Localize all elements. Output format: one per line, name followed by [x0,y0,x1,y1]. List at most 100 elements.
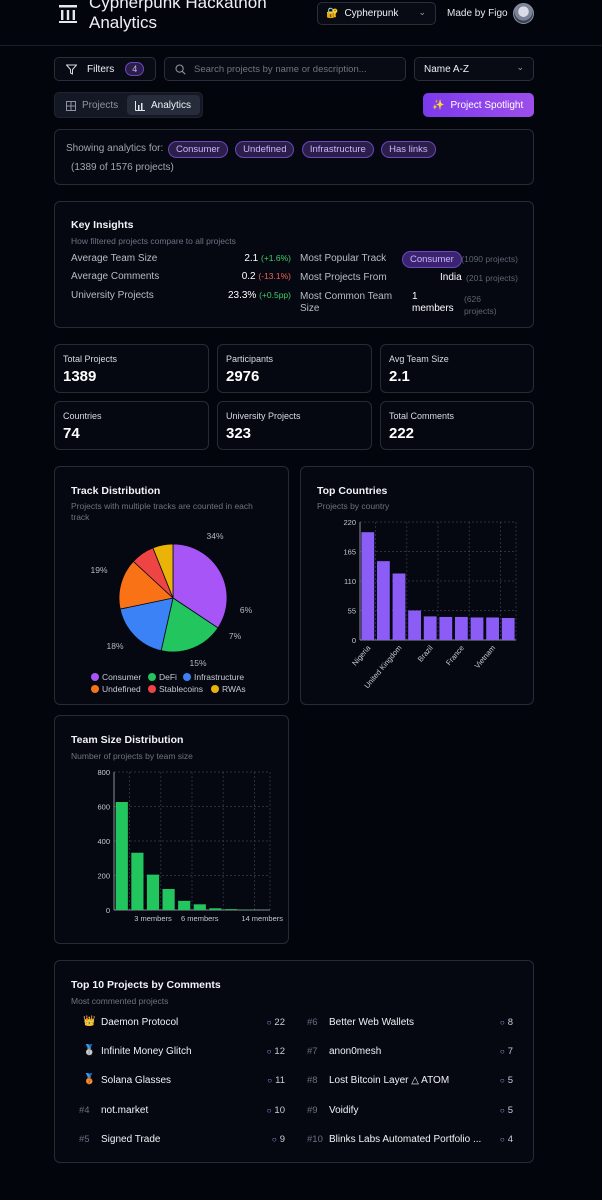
track-distribution-panel: Track Distribution Projects with multipl… [54,466,289,705]
project-name: Voidify [329,1105,359,1116]
bar [455,616,468,640]
legend-swatch [211,685,219,693]
insight-team-size: Average Team Size 2.1 (+1.6%) [71,253,291,264]
project-row[interactable]: #10 Blinks Labs Automated Portfolio ... ○ 4 [305,1134,513,1148]
comment-count: ○ 8 [499,1017,513,1028]
insight-team-size-common: Most Common Team Size 1 members (626 pro… [300,291,497,316]
search-input[interactable]: Search projects by name or description..… [164,57,406,81]
pie-slice [119,597,174,652]
bar [486,617,499,640]
insights-title: Key Insights [71,219,134,231]
project-name: Blinks Labs Automated Portfolio ... [329,1134,482,1145]
top-projects-panel: Top 10 Projects by Comments Most comment… [54,960,534,1163]
filter-chip[interactable]: Has links [381,141,436,158]
project-row[interactable]: #4 not.market ○ 10 [77,1105,285,1119]
project-spotlight-button[interactable]: ✨ Project Spotlight [423,93,534,117]
page-title: Cypherpunk Hackathon Analytics [89,0,267,32]
comment-count: ○ 9 [271,1134,285,1145]
project-row[interactable]: #9 Voidify ○ 5 [305,1105,513,1119]
bar [377,561,390,640]
bar [408,610,421,640]
y-tick-label: 55 [348,607,356,616]
legend-label: Infrastructure [194,672,244,682]
search-placeholder: Search projects by name or description..… [194,63,367,75]
bar [423,616,437,640]
project-name: Infinite Money Glitch [101,1046,192,1057]
tab-projects[interactable]: Projects [58,95,125,115]
filter-chip[interactable]: Undefined [235,141,295,158]
legend-label: RWAs [222,684,246,694]
y-tick-label: 600 [97,803,110,812]
project-rank: #7 [307,1046,318,1057]
event-select[interactable]: 🔐 Cypherpunk ⌄ [317,2,436,25]
project-name: Lost Bitcoin Layer △ ATOM [329,1075,450,1086]
team-size-panel: Team Size Distribution Number of project… [54,715,289,944]
filters-button[interactable]: Filters 4 [54,57,156,81]
project-row[interactable]: 👑 Daemon Protocol ○ 22 [77,1016,285,1031]
tab-analytics[interactable]: Analytics [127,95,200,115]
pie-slice [152,543,174,599]
track-chart-subtitle: Projects with multiple tracks are counte… [71,501,253,522]
sort-select[interactable]: Name A-Z ⌄ [414,57,534,81]
comment-icon: ○ [271,1135,277,1144]
project-rank: #5 [79,1134,90,1145]
stat-card-participants: Participants 2976 [217,344,372,393]
project-rank: #6 [307,1017,318,1028]
project-row[interactable]: #7 anon0mesh ○ 7 [305,1046,513,1060]
comment-count: ○ 12 [266,1046,285,1057]
gold-medal-icon: 👑 [83,1016,96,1027]
legend-swatch [183,673,191,681]
avatar[interactable] [513,3,534,24]
y-tick-label: 400 [97,837,110,846]
project-name: not.market [101,1105,149,1116]
project-rank: #9 [307,1105,318,1116]
filter-chip[interactable]: Infrastructure [301,141,374,158]
made-by-label: Made by Figo [447,8,508,19]
header-divider [0,45,602,46]
pie-slice-label: 19% [90,565,107,575]
key-insights-panel: Key Insights How filtered projects compa… [54,201,534,328]
project-row[interactable]: 🥉 Solana Glasses ○ 11 [77,1074,285,1089]
x-tick-label: Brazil [416,643,435,663]
project-row[interactable]: #5 Signed Trade ○ 9 [77,1134,285,1148]
y-tick-label: 800 [97,768,110,777]
stat-card-total-comments: Total Comments 222 [380,401,534,450]
comment-count: ○ 22 [266,1017,285,1028]
comment-icon: ○ [499,1076,505,1085]
comment-icon: ○ [266,1047,272,1056]
team-chart-subtitle: Number of projects by team size [71,751,193,761]
bar [115,802,128,910]
comment-icon: ○ [499,1047,505,1056]
bar [193,904,206,910]
comment-count: ○ 10 [266,1105,285,1116]
x-tick-label: France [444,644,466,668]
sparkles-icon: ✨ [432,99,445,111]
insight-comments: Average Comments 0.2 (-13.1%) [71,271,291,282]
bar [470,617,484,640]
x-tick-label: Nigeria [350,643,373,668]
project-row[interactable]: #8 Lost Bitcoin Layer △ ATOM ○ 5 [305,1075,513,1089]
bar [162,888,175,910]
filter-chip[interactable]: Consumer [168,141,228,158]
stat-card-total-projects: Total Projects 1389 [54,344,209,393]
logo-icon [58,4,78,24]
stat-card-university-projects: University Projects 323 [217,401,372,450]
pie-slice-label: 34% [206,531,223,541]
track-chart-title: Track Distribution [71,485,161,497]
filter-summary-panel: Showing analytics for: Consumer Undefine… [54,129,534,185]
pie-slice-label: 15% [189,658,206,668]
stat-card-avg-team-size: Avg Team Size 2.1 [380,344,534,393]
y-tick-label: 0 [352,636,356,645]
bar [439,616,453,640]
project-count: (1389 of 1576 projects) [71,162,174,173]
lock-icon: 🔐 [326,8,339,19]
pie-slice-label: 7% [229,631,242,641]
pie-slice [118,560,174,610]
project-row[interactable]: 🥈 Infinite Money Glitch ○ 12 [77,1045,285,1060]
bar [178,900,191,910]
comment-count: ○ 4 [499,1134,513,1145]
project-row[interactable]: #6 Better Web Wallets ○ 8 [305,1017,513,1031]
filter-chips: Consumer Undefined Infrastructure Has li… [168,141,440,158]
project-name: Signed Trade [101,1134,161,1145]
y-tick-label: 220 [343,518,356,527]
